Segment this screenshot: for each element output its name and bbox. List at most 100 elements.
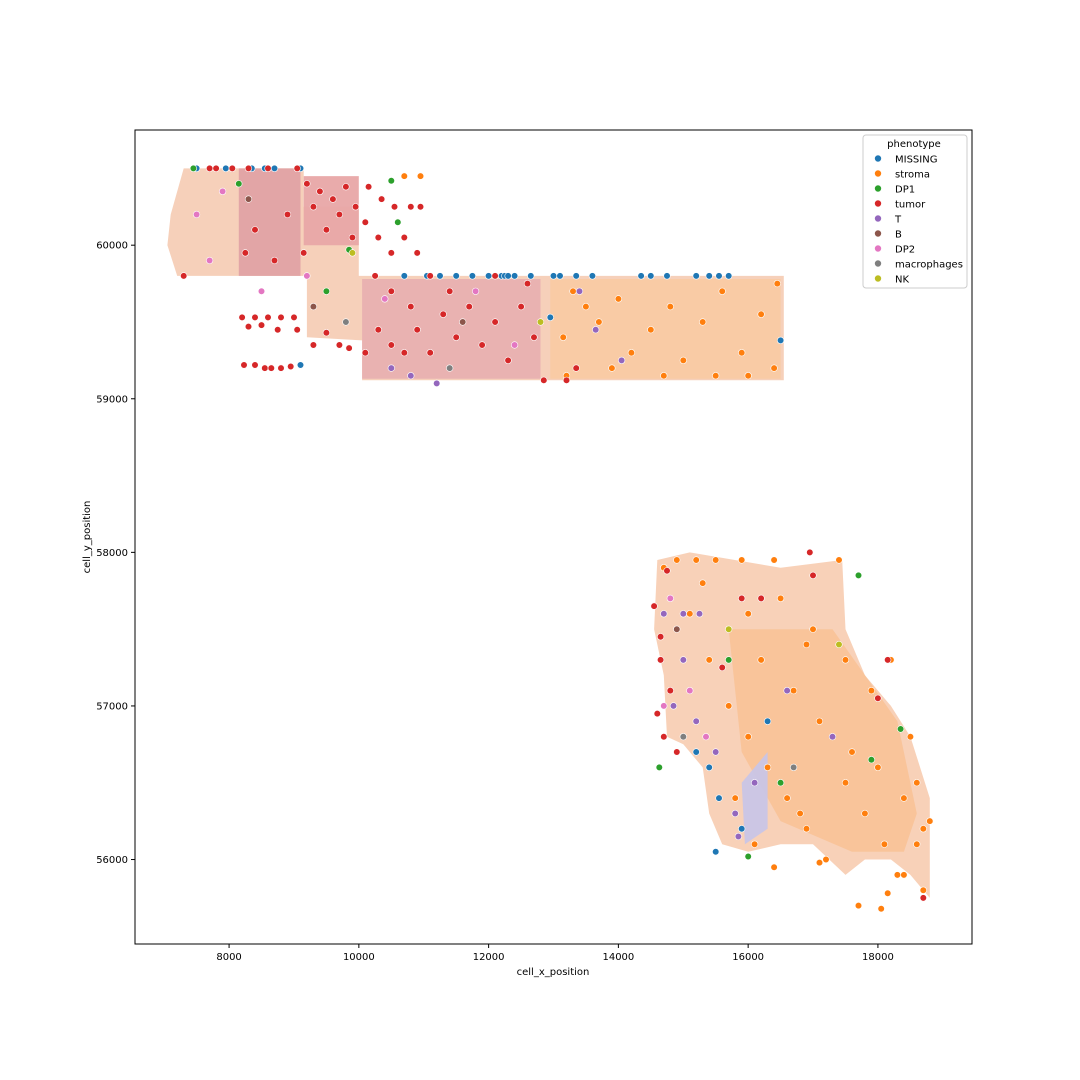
data-point xyxy=(309,203,318,211)
legend-marker xyxy=(874,154,882,163)
data-point xyxy=(446,287,454,295)
data-point xyxy=(257,287,266,295)
data-point xyxy=(322,226,331,234)
data-point xyxy=(400,233,408,242)
legend-marker xyxy=(874,259,882,268)
data-point xyxy=(316,187,324,195)
data-point xyxy=(504,272,512,280)
data-point xyxy=(416,172,425,180)
data-point xyxy=(734,832,743,841)
x-tick-label: 16000 xyxy=(732,952,764,963)
data-point xyxy=(692,556,700,564)
data-point xyxy=(180,272,188,280)
data-point xyxy=(828,733,837,741)
legend-entry: MISSING xyxy=(874,154,937,166)
series-t xyxy=(387,287,837,841)
data-point xyxy=(212,164,220,172)
series-nk xyxy=(348,249,843,649)
data-point xyxy=(238,313,246,322)
data-point xyxy=(699,579,707,587)
data-point xyxy=(527,272,535,280)
legend-label: DP1 xyxy=(895,185,915,196)
data-point xyxy=(309,341,318,349)
data-point xyxy=(293,164,301,172)
data-point xyxy=(387,249,395,257)
data-point xyxy=(387,364,395,372)
data-point xyxy=(757,594,765,603)
data-point xyxy=(510,341,519,349)
data-point xyxy=(459,318,467,326)
data-point xyxy=(712,556,720,564)
data-point xyxy=(841,779,850,787)
data-point xyxy=(913,840,921,848)
data-point xyxy=(235,180,243,188)
data-point xyxy=(877,905,885,913)
y-tick-label: 56000 xyxy=(96,855,128,866)
data-point xyxy=(660,733,668,741)
data-point xyxy=(491,318,499,326)
data-point xyxy=(655,763,663,772)
data-point xyxy=(692,748,700,756)
data-point xyxy=(900,871,908,879)
legend-entry: macrophages xyxy=(874,259,963,271)
data-point xyxy=(770,556,778,564)
data-point xyxy=(738,556,746,564)
data-point xyxy=(582,303,590,311)
data-point xyxy=(562,376,571,384)
data-point xyxy=(715,794,723,802)
data-point xyxy=(679,610,687,618)
data-point xyxy=(673,556,681,564)
legend-label: macrophages xyxy=(895,260,963,271)
data-point xyxy=(394,218,402,226)
data-point xyxy=(653,709,661,718)
data-point xyxy=(692,272,700,280)
data-point xyxy=(867,756,876,764)
data-point xyxy=(663,567,671,575)
legend-label: T xyxy=(894,215,902,226)
data-point xyxy=(783,794,791,802)
y-tick-label: 58000 xyxy=(96,548,128,559)
data-point xyxy=(835,640,843,649)
data-point xyxy=(660,372,668,380)
data-point xyxy=(669,702,678,710)
data-point xyxy=(679,356,687,365)
y-tick-label: 60000 xyxy=(96,241,128,252)
data-point xyxy=(757,310,765,318)
data-point xyxy=(712,372,720,380)
data-point xyxy=(919,886,927,894)
data-point xyxy=(725,656,733,664)
data-point xyxy=(809,571,817,580)
data-point xyxy=(896,725,905,733)
legend-marker xyxy=(874,199,882,208)
data-point xyxy=(261,364,269,372)
data-point xyxy=(705,272,713,280)
data-point xyxy=(789,763,798,772)
data-point xyxy=(536,318,545,326)
data-point xyxy=(663,272,671,280)
data-point xyxy=(796,809,804,818)
data-point xyxy=(387,341,395,349)
data-point xyxy=(595,318,603,326)
data-point xyxy=(802,825,811,833)
data-point xyxy=(776,594,785,603)
data-point xyxy=(666,303,674,311)
data-point xyxy=(329,195,337,203)
scatter-points xyxy=(180,164,934,913)
data-point xyxy=(206,164,214,172)
legend-entries: MISSING stroma DP1 tumor TB DP2 macrophages NK xyxy=(874,154,963,286)
data-point xyxy=(348,233,357,242)
x-tick-label: 8000 xyxy=(216,952,241,963)
data-point xyxy=(731,794,739,802)
data-point xyxy=(695,610,704,618)
data-point xyxy=(381,295,389,303)
data-point xyxy=(433,379,441,388)
data-point xyxy=(352,203,360,211)
data-point xyxy=(446,364,454,372)
data-point xyxy=(738,825,746,833)
data-point xyxy=(348,249,357,257)
data-point xyxy=(342,318,350,326)
data-point xyxy=(757,656,765,664)
data-point xyxy=(296,361,305,369)
data-point xyxy=(426,349,434,357)
data-point xyxy=(270,256,279,265)
